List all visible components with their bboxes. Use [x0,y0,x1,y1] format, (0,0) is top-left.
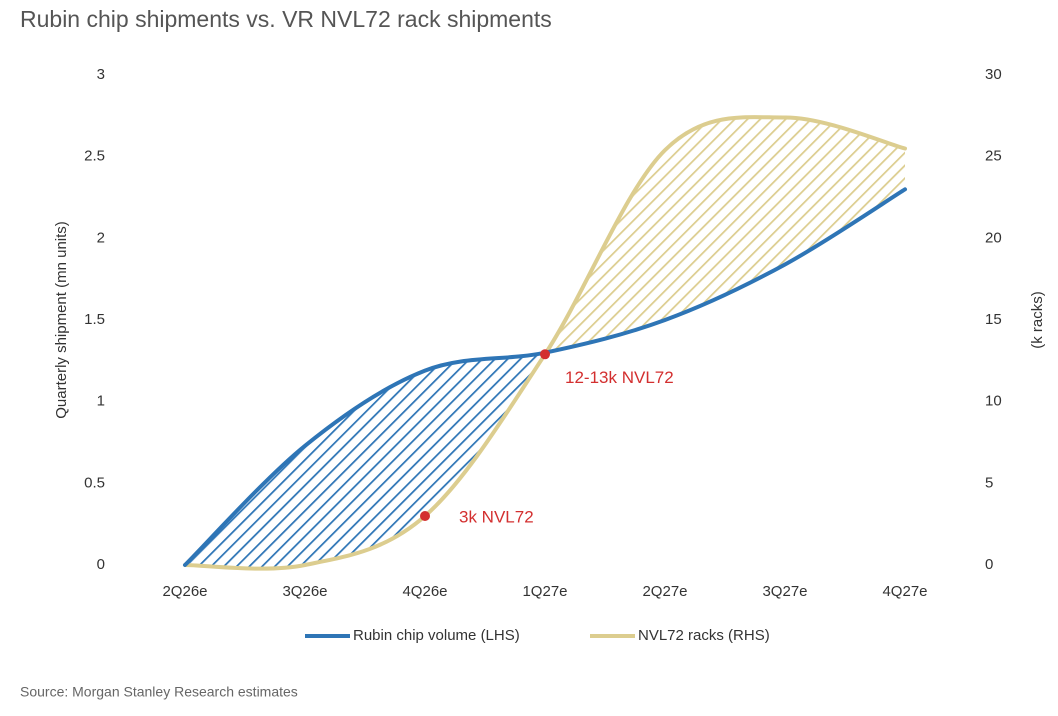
x-tick-label: 2Q26e [162,583,207,600]
annotation-point [420,511,430,521]
annotation-point [540,349,550,360]
y-tick-label: 0.5 [84,474,105,491]
y2-tick-label: 10 [985,393,1002,410]
y2-axis-label: (k racks) [1029,291,1046,349]
y2-tick-label: 30 [985,66,1002,83]
y-tick-label: 2 [97,229,105,246]
x-tick-label: 3Q26e [282,583,327,600]
y-axis-label: Quarterly shipment (mn units) [53,221,70,419]
y-tick-label: 1 [97,393,105,410]
x-tick-label: 4Q27e [882,583,927,600]
chart-title: Rubin chip shipments vs. VR NVL72 rack s… [20,6,552,32]
y2-tick-label: 0 [985,556,993,573]
y-tick-label: 1.5 [84,311,105,328]
legend-label: NVL72 racks (RHS) [638,627,770,644]
hatch-area [185,352,545,569]
y-tick-label: 3 [97,66,105,83]
y2-tick-label: 15 [985,311,1002,328]
y2-tick-label: 5 [985,474,993,491]
y-tick-label: 0 [97,556,105,573]
y2-tick-label: 20 [985,229,1002,246]
legend-label: Rubin chip volume (LHS) [353,627,520,644]
annotation: 12-13k NVL72 [565,368,674,387]
x-tick-label: 2Q27e [642,583,687,600]
x-tick-label: 3Q27e [762,583,807,600]
x-tick-label: 1Q27e [522,583,567,600]
y2-tick-label: 25 [985,148,1002,165]
source: Source: Morgan Stanley Research estimate… [20,684,298,700]
hatch-area [545,117,905,355]
x-tick-label: 4Q26e [402,583,447,600]
y-tick-label: 2.5 [84,148,105,165]
annotation: 3k NVL72 [459,507,534,526]
